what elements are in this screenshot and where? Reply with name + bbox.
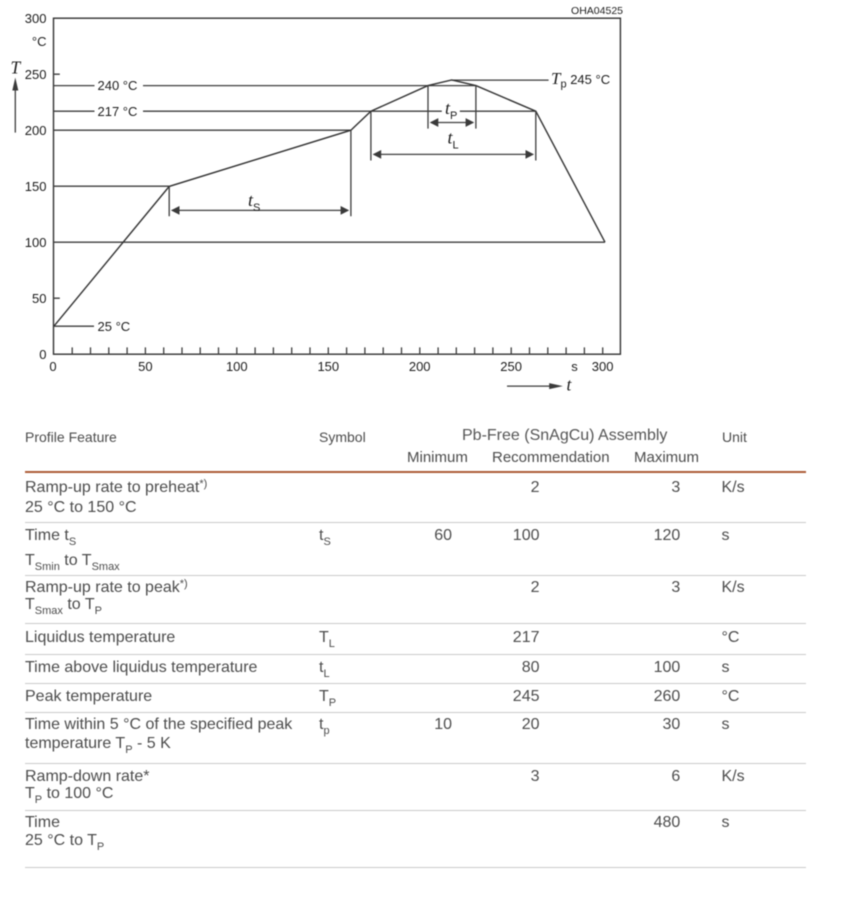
svg-text:250: 250: [500, 359, 522, 374]
svg-text:200: 200: [25, 123, 47, 138]
svg-text:240 °C: 240 °C: [98, 78, 138, 93]
svg-text:150: 150: [25, 179, 47, 194]
svg-text:OHA04525: OHA04525: [571, 5, 623, 17]
svg-text:tP: tP: [445, 98, 457, 122]
svg-text:tS: tS: [248, 190, 260, 214]
svg-text:0: 0: [39, 347, 46, 362]
svg-text:50: 50: [32, 291, 46, 306]
svg-text:300: 300: [25, 11, 47, 26]
svg-text:50: 50: [138, 359, 152, 374]
svg-text:Tp 245 °C: Tp 245 °C: [551, 69, 610, 91]
svg-text:217 °C: 217 °C: [98, 104, 138, 119]
svg-text:t: t: [567, 375, 573, 395]
svg-text:s: s: [571, 359, 578, 374]
svg-text:100: 100: [226, 359, 248, 374]
svg-text:tL: tL: [448, 128, 459, 152]
svg-text:25 °C: 25 °C: [98, 319, 131, 334]
svg-text:200: 200: [409, 359, 431, 374]
svg-text:300: 300: [592, 359, 614, 374]
svg-text:0: 0: [49, 359, 56, 374]
svg-text:100: 100: [25, 235, 47, 250]
svg-text:150: 150: [317, 359, 339, 374]
svg-text:250: 250: [25, 67, 47, 82]
svg-text:T: T: [11, 57, 22, 77]
svg-text:°C: °C: [32, 34, 47, 49]
